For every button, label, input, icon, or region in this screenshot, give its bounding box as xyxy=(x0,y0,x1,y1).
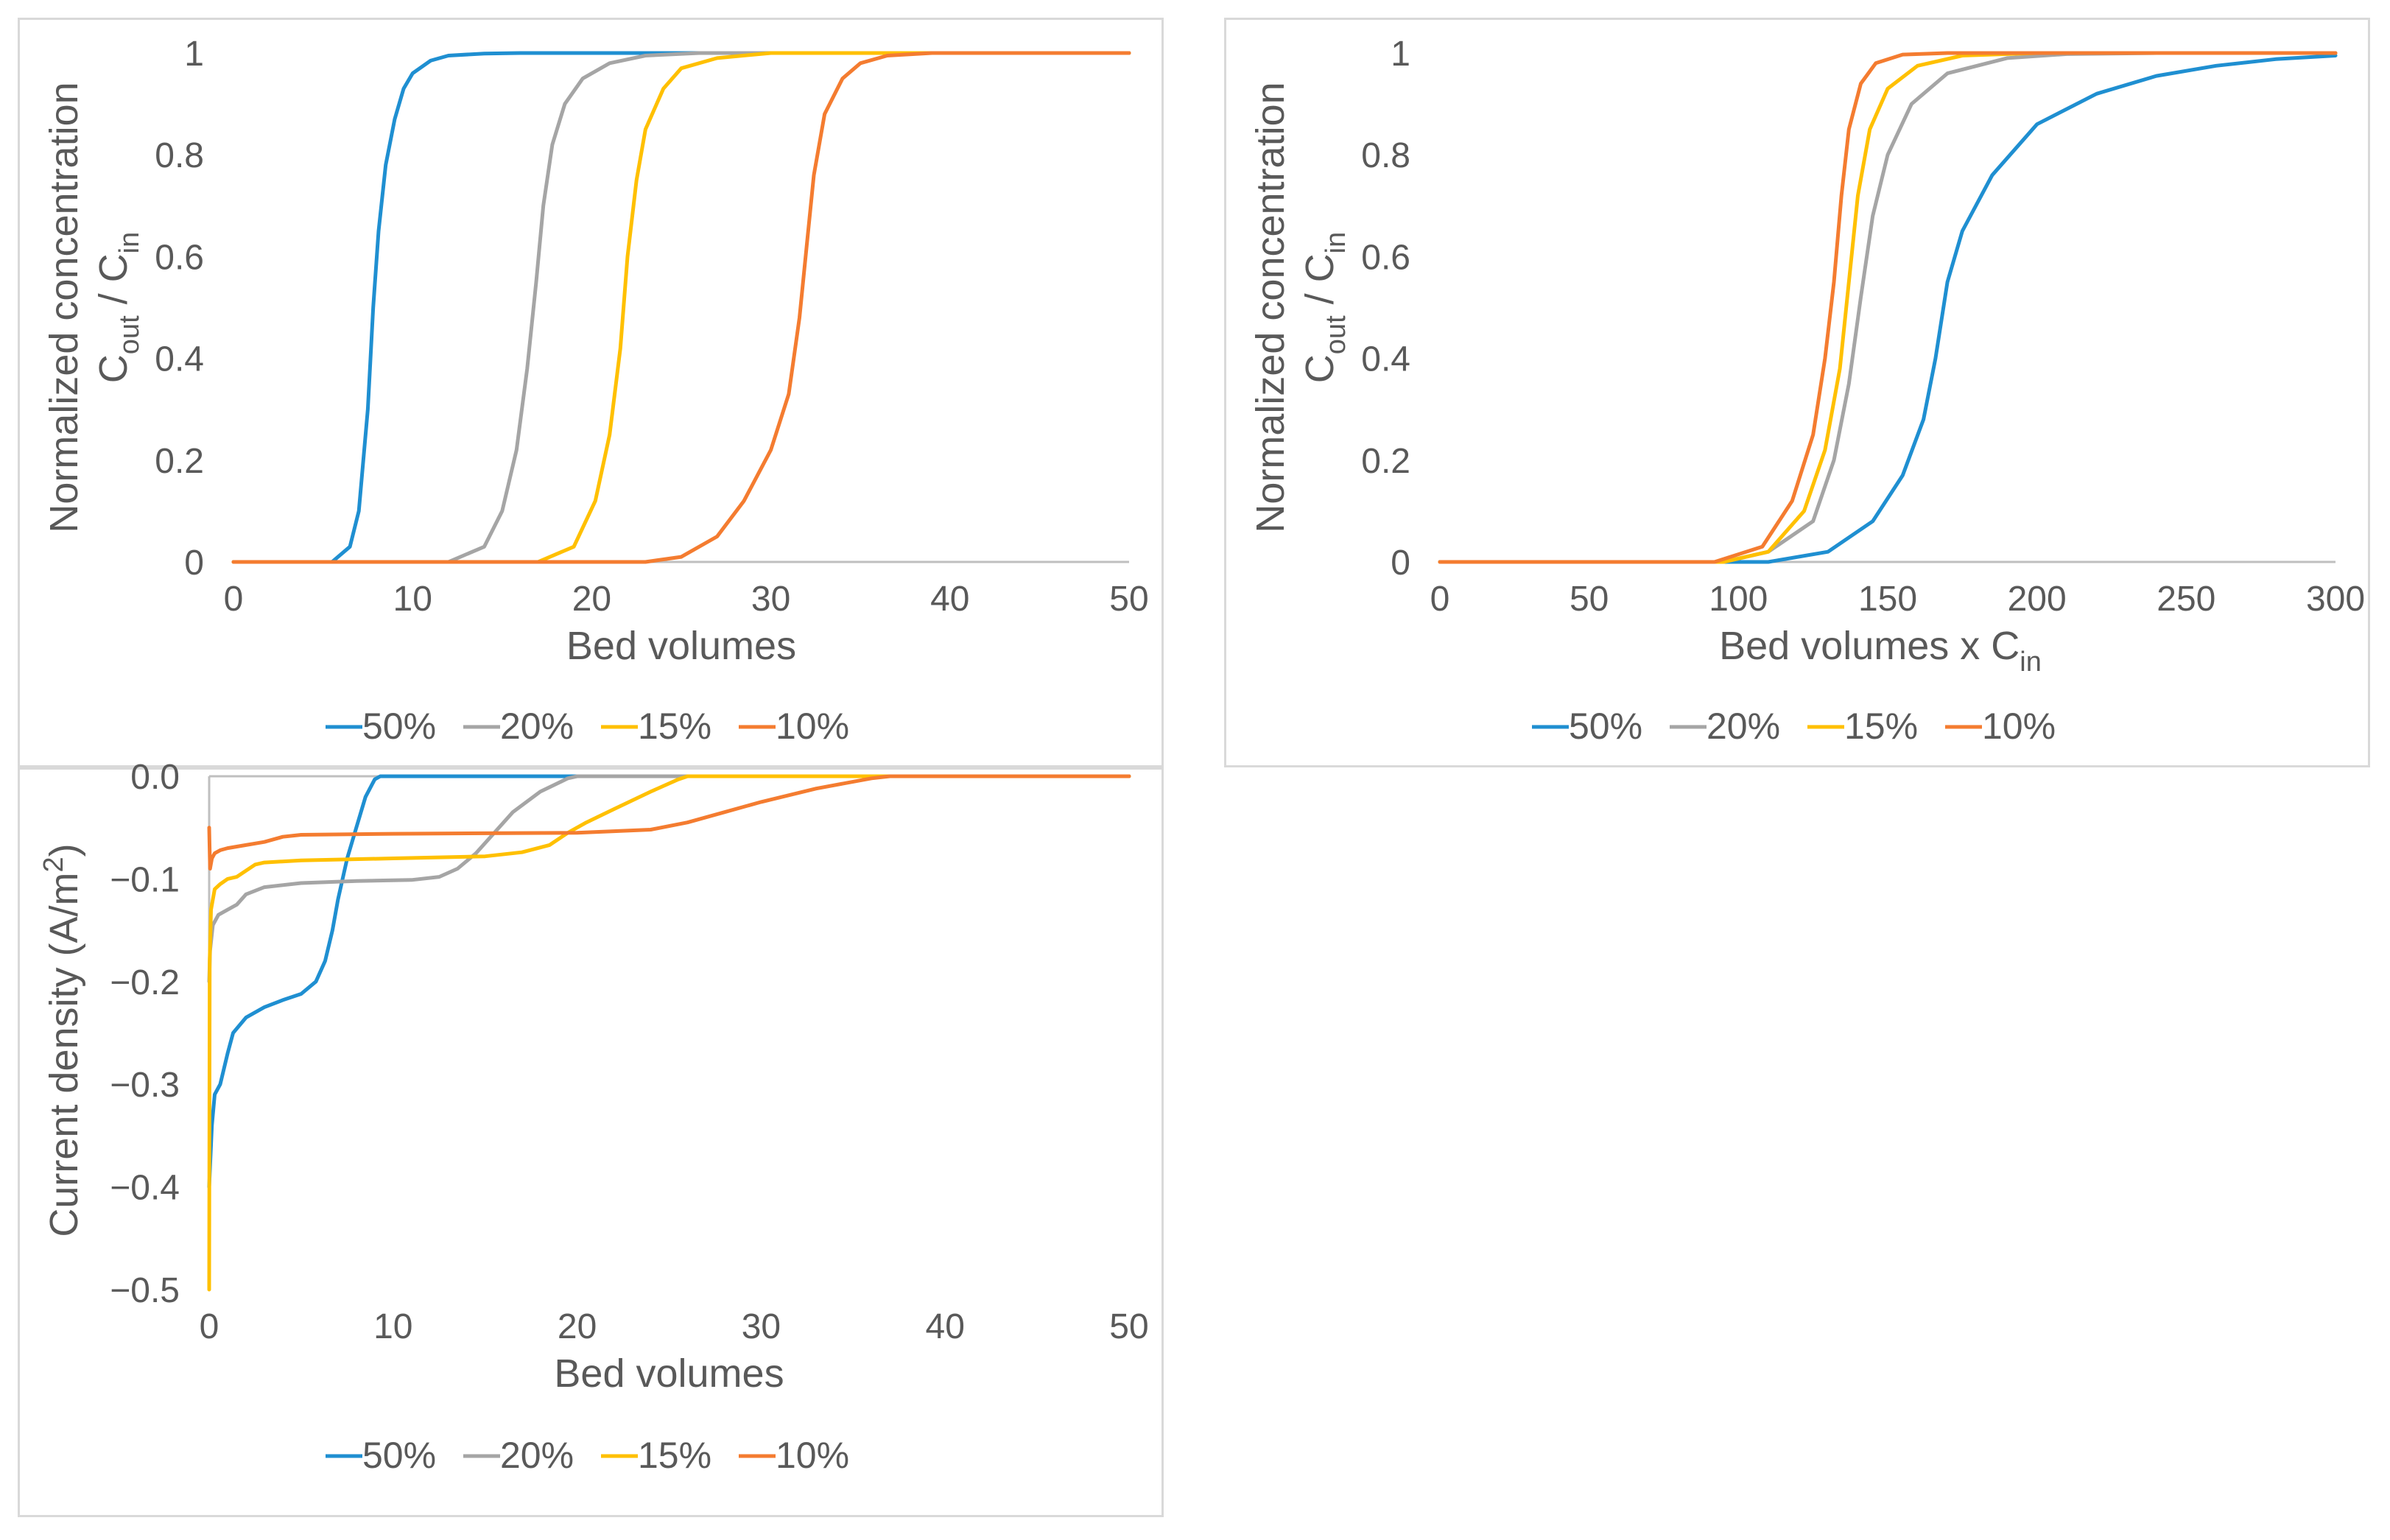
series-line-10pct xyxy=(207,774,1131,871)
y-tick-label: 0.4 xyxy=(155,340,204,379)
legend-label: 10% xyxy=(776,1435,849,1476)
y-tick-label: 0.2 xyxy=(155,442,204,481)
series-line-50pct xyxy=(1438,54,2338,564)
series-line-15pct xyxy=(231,51,1131,564)
y-tick-label: 0 xyxy=(1391,544,1410,583)
x-tick-label: 50 xyxy=(1109,580,1148,619)
y-axis-title: Current density (A/m2) xyxy=(38,843,86,1237)
y-tick-label: 0 xyxy=(184,544,204,583)
y-title-c: C xyxy=(91,354,136,383)
current-density-chart: 0 10 20 30 40 50 0.0 −0.1 −0.2 −0.3 −0.4 −0.5 Bed vo… xyxy=(38,758,1149,1476)
y-tick-label: 1 xyxy=(1391,35,1410,74)
series-line-50pct xyxy=(231,51,1131,564)
x-tick-label: 0 xyxy=(1430,580,1450,619)
series-line-15pct xyxy=(1438,51,2338,564)
x-tick-label: 20 xyxy=(558,1307,597,1346)
y-tick-label: −0.4 xyxy=(110,1169,180,1208)
series-line-20pct xyxy=(1438,51,2338,564)
x-tick-label: 40 xyxy=(930,580,969,619)
y-tick-label: 1 xyxy=(184,35,204,74)
y-tick-label: 0.6 xyxy=(155,238,204,277)
chart-panel-breakthrough: 0 10 20 30 40 50 0 0.2 0.4 0.6 0.8 1 Bed volumes Norm… xyxy=(18,18,1164,767)
y-tick-label: 0.8 xyxy=(155,136,204,175)
x-tick-label: 20 xyxy=(572,580,611,619)
x-tick-label: 250 xyxy=(2157,580,2215,619)
legend-label: 15% xyxy=(638,706,711,747)
y-tick-label: 0.6 xyxy=(1361,238,1410,277)
legend-label: 20% xyxy=(1707,706,1780,747)
x-tick-label: 50 xyxy=(1570,580,1609,619)
x-tick-label: 10 xyxy=(393,580,432,619)
x-tick-label: 30 xyxy=(751,580,790,619)
series-line-10pct xyxy=(1438,51,2338,564)
series-line-20pct xyxy=(231,51,1131,564)
y-title-end: ) xyxy=(42,843,86,857)
x-axis-title-text: Bed volumes xyxy=(554,1351,784,1396)
y-tick-label: 0.2 xyxy=(1361,442,1410,481)
chart-panel-current-density: 0 10 20 30 40 50 0.0 −0.1 −0.2 −0.3 −0.4 −0.5 Bed vo… xyxy=(18,758,1164,1517)
y-title-main: Current density (A/m xyxy=(42,872,86,1237)
legend-label: 10% xyxy=(1982,706,2056,747)
y-axis-title-line1: Normalized concentration xyxy=(42,82,86,532)
x-tick-label: 0 xyxy=(200,1307,219,1346)
y-title-sup: 2 xyxy=(38,857,69,872)
series-line-15pct xyxy=(207,774,1131,1292)
y-tick-label: −0.1 xyxy=(110,860,180,899)
x-tick-label: 150 xyxy=(1858,580,1917,619)
y-axis-title-line2: Cout / Cin xyxy=(91,232,145,383)
y-tick-label: −0.5 xyxy=(110,1271,180,1310)
series-line-20pct xyxy=(207,774,1131,984)
x-tick-label: 10 xyxy=(373,1307,412,1346)
x-tick-label: 40 xyxy=(926,1307,965,1346)
series-line-10pct xyxy=(231,51,1131,564)
legend-label: 50% xyxy=(1569,706,1642,747)
x-axis-title: Bed volumes xyxy=(566,624,796,668)
legend-label: 20% xyxy=(500,1435,574,1476)
legend-label: 15% xyxy=(638,1435,711,1476)
chart-panel-breakthrough-scaled: 0 50 100 150 200 250 300 0 0.2 0.4 0.6 0.8 1 Bed volu… xyxy=(1224,18,2370,767)
y-tick-label: −0.2 xyxy=(110,963,180,1002)
x-tick-label: 300 xyxy=(2306,580,2365,619)
x-axis-title: Bed volumes x Cin xyxy=(1719,624,2042,678)
x-tick-label: 30 xyxy=(742,1307,781,1346)
legend-label: 20% xyxy=(500,706,574,747)
y-title-sub-out: out xyxy=(1321,315,1352,354)
y-title-sub-in: in xyxy=(114,232,145,254)
x-tick-label: 50 xyxy=(1109,1307,1148,1346)
y-tick-label: 0.0 xyxy=(130,758,180,797)
legend-label: 10% xyxy=(776,706,849,747)
x-tick-label: 0 xyxy=(224,580,244,619)
y-title-sub-out: out xyxy=(114,315,145,354)
y-tick-label: 0.8 xyxy=(1361,136,1410,175)
breakthrough-scaled-chart: 0 50 100 150 200 250 300 0 0.2 0.4 0.6 0.8 1 Bed volu… xyxy=(1248,35,2365,747)
x-axis-title: Bed volumes xyxy=(554,1351,784,1396)
x-axis-title-text: Bed volumes x C xyxy=(1719,624,2020,668)
y-tick-label: −0.3 xyxy=(110,1066,180,1105)
x-axis-title-text: Bed volumes xyxy=(566,624,796,668)
x-tick-label: 200 xyxy=(2008,580,2067,619)
y-title-sub-in: in xyxy=(1321,232,1352,254)
series-line-50pct xyxy=(207,774,1131,1189)
y-tick-label: 0.4 xyxy=(1361,340,1410,379)
breakthrough-chart: 0 10 20 30 40 50 0 0.2 0.4 0.6 0.8 1 Bed volumes Norm… xyxy=(42,35,1149,747)
y-axis-title-line2: Cout / Cin xyxy=(1298,232,1352,383)
legend-label: 50% xyxy=(362,1435,436,1476)
y-title-mid: / C xyxy=(1298,253,1342,315)
y-title-c: C xyxy=(1298,354,1342,383)
x-tick-label: 100 xyxy=(1709,580,1768,619)
x-axis-title-subscript: in xyxy=(2020,647,2042,678)
y-title-mid: / C xyxy=(91,253,136,315)
legend-label: 15% xyxy=(1844,706,1918,747)
legend-label: 50% xyxy=(362,706,436,747)
y-axis-title-line1: Normalized concentration xyxy=(1248,82,1293,532)
